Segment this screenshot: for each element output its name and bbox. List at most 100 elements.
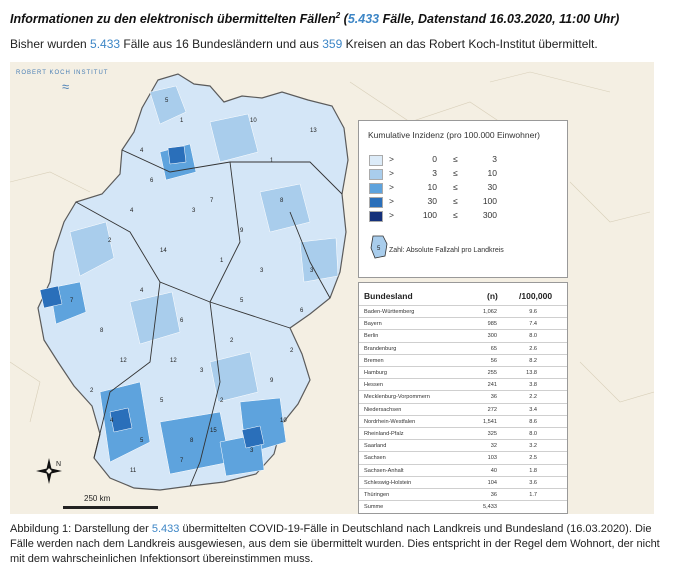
district-case-label: 6 <box>150 178 154 184</box>
table-cell-rate: 1.7 <box>529 492 537 498</box>
district-case-label: 9 <box>270 378 274 384</box>
germany-map: 5103218473612295154371126113483521479146… <box>10 71 654 491</box>
table-row: Summe 5,433 <box>359 500 567 514</box>
table-header-rate: /100,000 <box>519 291 553 301</box>
table-row: Hamburg 255 13.8 <box>359 366 567 380</box>
district-case-label: 2 <box>90 388 94 394</box>
table-cell-cases: 1,541 <box>483 418 497 425</box>
table-row: Saarland 32 3.2 <box>359 439 567 453</box>
map-legend: Kumulative Inzidenz (pro 100.000 Einwohn… <box>358 120 568 278</box>
table-cell-cases: 56 <box>490 357 497 364</box>
subtitle-case-count: 5.433 <box>90 37 121 51</box>
table-row: Brandenburg 65 2.6 <box>359 341 567 356</box>
table-cell-state: Saarland <box>364 443 387 450</box>
legend-row: > 10 ≤ 30 <box>369 182 559 194</box>
rki-bird-icon: ≈ <box>62 79 70 94</box>
legend-op: > <box>389 196 394 206</box>
figure-caption: Abbildung 1: Darstellung der 5.433 überm… <box>10 522 674 567</box>
title-open: ( <box>340 12 348 27</box>
legend-title: Kumulative Inzidenz (pro 100.000 Einwohn… <box>368 130 540 140</box>
district-case-label: 6 <box>300 308 304 314</box>
table-cell-rate: 8.2 <box>529 357 537 364</box>
title-case-count: 5.433 <box>347 12 380 27</box>
district-case-label: 12 <box>120 358 127 364</box>
district-case-label: 8 <box>190 438 194 444</box>
district-case-label: 4 <box>130 208 134 214</box>
table-cell-state: Berlin <box>364 333 379 340</box>
district-case-label: 9 <box>240 228 244 234</box>
district-case-label: 15 <box>210 428 217 434</box>
legend-mini-state-icon: 5 <box>370 235 388 259</box>
caption-part-1: Abbildung 1: Darstellung der <box>10 523 152 535</box>
district-case-label: 1 <box>220 258 224 264</box>
legend-upper: 30 <box>487 182 497 192</box>
scale-label: 250 km <box>84 494 111 503</box>
table-row: Rheinland-Pfalz 325 8.0 <box>359 427 567 441</box>
district-case-label: 7 <box>180 458 184 464</box>
table-row: Sachsen 103 2.5 <box>359 451 567 465</box>
legend-swatch <box>369 155 383 166</box>
table-cell-state: Thüringen <box>364 492 390 498</box>
table-cell-rate: 2.6 <box>529 345 537 352</box>
table-cell-cases: 104 <box>487 479 497 486</box>
table-cell-state: Baden-Württemberg <box>364 309 415 315</box>
table-row: Schleswig-Holstein 104 3.6 <box>359 475 567 490</box>
table-cell-cases: 300 <box>487 333 497 340</box>
table-row: Niedersachsen 272 3.4 <box>359 402 567 417</box>
districts-very-high <box>39 145 265 449</box>
legend-lower: 30 <box>427 196 437 206</box>
legend-upper: 3 <box>492 154 497 164</box>
compass-rose: N <box>36 458 62 484</box>
district-case-label: 12 <box>170 358 177 364</box>
subtitle-part-1: Bisher wurden <box>10 37 91 51</box>
table-header-state: Bundesland <box>364 291 413 301</box>
legend-upper: 300 <box>482 210 497 220</box>
district-case-label: 13 <box>310 128 317 134</box>
table-cell-cases: 65 <box>490 345 497 352</box>
table-cell-rate: 3.8 <box>529 382 537 389</box>
legend-mini-label: 5 <box>377 246 381 252</box>
legend-swatch <box>369 197 383 208</box>
legend-op: > <box>389 154 394 164</box>
legend-op: > <box>389 210 394 220</box>
table-row: Hessen 241 3.8 <box>359 378 567 392</box>
legend-lower: 10 <box>427 182 437 192</box>
district-case-label: 1 <box>270 158 274 164</box>
title-footnote: 2 <box>335 11 341 20</box>
table-row: Baden-Württemberg 1,062 9.6 <box>359 305 567 319</box>
district-case-label: 11 <box>130 468 137 474</box>
districts-medium <box>69 85 339 403</box>
table-cell-rate: 7.4 <box>529 321 537 328</box>
district-case-label: 5 <box>140 438 144 444</box>
district-case-label: 2 <box>230 338 234 344</box>
legend-lower: 3 <box>432 168 437 178</box>
table-cell-state: Bayern <box>364 321 382 328</box>
table-cell-cases: 36 <box>490 492 497 498</box>
table-cell-state: Summe <box>364 504 384 511</box>
table-cell-state: Hessen <box>364 382 383 389</box>
district-case-label: 2 <box>290 348 294 354</box>
table-cell-rate: 8.6 <box>529 418 537 425</box>
legend-row: > 3 ≤ 10 <box>369 168 559 180</box>
district-case-label: 7 <box>210 198 214 204</box>
title-prefix: Informationen zu den elektronisch übermi… <box>10 12 336 27</box>
table-cell-rate: 3.6 <box>529 479 537 486</box>
district-case-label: 4 <box>140 148 144 154</box>
caption-case-count: 5.433 <box>151 523 180 535</box>
table-cell-rate: 13.8 <box>526 370 537 376</box>
district-case-label: 3 <box>310 268 314 274</box>
table-row: Nordrhein-Westfalen 1,541 8.6 <box>359 414 567 429</box>
legend-upper: 100 <box>482 196 497 206</box>
district-label-group: 5103218473612295154371126113483521479146… <box>70 98 317 474</box>
legend-note: Zahl: Absolute Fallzahl pro Landkreis <box>389 247 504 254</box>
table-cell-cases: 241 <box>487 382 497 389</box>
district-case-label: 3 <box>192 208 196 214</box>
table-row: Bayern 985 7.4 <box>359 317 567 331</box>
table-cell-cases: 325 <box>487 431 497 437</box>
district-case-label: 5 <box>240 298 244 304</box>
table-cell-rate: 2.5 <box>529 455 537 462</box>
district-case-label: 3 <box>200 368 204 374</box>
table-cell-cases: 255 <box>487 370 497 376</box>
table-cell-rate: 9.6 <box>529 309 537 315</box>
table-cell-cases: 32 <box>490 443 497 450</box>
